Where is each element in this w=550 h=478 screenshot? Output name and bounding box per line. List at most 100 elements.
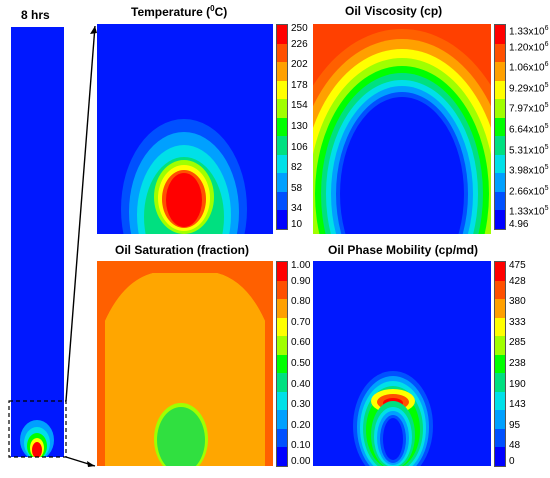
colorbar-swatch <box>277 391 287 411</box>
colorbar-tick-label: 0.50 <box>291 358 311 369</box>
colorbar-tick-label: 0.40 <box>291 378 311 390</box>
colorbar-swatch <box>277 373 287 392</box>
colorbar-tick-label: 0.30 <box>291 399 311 411</box>
colorbar-tick-label: 154 <box>291 100 308 112</box>
colorbar-tick-label: 0 <box>509 456 515 467</box>
temperature-colorbar <box>276 24 288 230</box>
colorbar-swatch <box>277 43 287 63</box>
colorbar-swatch <box>277 336 287 355</box>
colorbar-swatch <box>495 262 505 281</box>
colorbar-tick-label: 0.20 <box>291 419 311 431</box>
colorbar-tick-label: 475 <box>509 260 526 271</box>
viscosity-contours <box>313 29 491 234</box>
colorbar-swatch <box>495 173 505 192</box>
temperature-map <box>97 24 273 234</box>
zoom-line-bottom <box>65 456 96 467</box>
colorbar-swatch <box>277 299 287 318</box>
zoom-line-top <box>65 25 96 402</box>
colorbar-tick-label: 1.33x105 <box>509 205 549 218</box>
colorbar-tick-label: 0.90 <box>291 275 311 287</box>
colorbar-swatch <box>495 99 505 118</box>
colorbar-swatch <box>277 173 287 192</box>
colorbar-swatch <box>277 428 287 448</box>
colorbar-tick-label: 178 <box>291 79 308 91</box>
colorbar-swatch <box>495 391 505 411</box>
time-label: 8 hrs <box>21 8 50 22</box>
colorbar-swatch <box>277 99 287 118</box>
colorbar-tick-label: 143 <box>509 399 526 411</box>
colorbar-tick-label: 226 <box>291 38 308 50</box>
viscosity-map <box>313 24 491 234</box>
colorbar-swatch <box>495 136 505 155</box>
colorbar-tick-label: 250 <box>291 23 308 34</box>
colorbar-tick-label: 9.29x105 <box>509 81 549 95</box>
colorbar-swatch <box>495 117 505 137</box>
colorbar-swatch <box>277 136 287 155</box>
colorbar-swatch <box>495 280 505 300</box>
colorbar-swatch <box>495 25 505 44</box>
colorbar-swatch <box>277 191 287 211</box>
colorbar-tick-label: 82 <box>291 162 303 174</box>
colorbar-swatch <box>277 262 287 281</box>
colorbar-swatch <box>495 317 505 337</box>
mobility-contours <box>353 371 433 466</box>
colorbar-tick-label: 3.98x105 <box>509 164 549 177</box>
colorbar-swatch <box>277 280 287 300</box>
colorbar-swatch <box>495 154 505 174</box>
colorbar-swatch <box>495 191 505 211</box>
colorbar-swatch <box>277 80 287 100</box>
colorbar-swatch <box>495 428 505 448</box>
colorbar-tick-label: 95 <box>509 419 521 431</box>
colorbar-tick-label: 130 <box>291 121 308 132</box>
colorbar-tick-label: 0.70 <box>291 316 311 328</box>
colorbar-tick-label: 58 <box>291 182 303 194</box>
colorbar-tick-label: 0.00 <box>291 456 311 467</box>
full-domain-panel <box>11 27 64 457</box>
colorbar-swatch <box>277 354 287 374</box>
colorbar-tick-label: 333 <box>509 316 526 328</box>
colorbar-tick-label: 10 <box>291 219 303 230</box>
colorbar-swatch <box>495 210 505 229</box>
colorbar-tick-label: 1.06x106 <box>509 61 549 74</box>
colorbar-tick-label: 5.31x105 <box>509 143 549 156</box>
colorbar-swatch <box>277 117 287 137</box>
colorbar-swatch <box>277 154 287 174</box>
colorbar-tick-label: 202 <box>291 59 308 71</box>
viscosity-colorbar <box>494 24 506 230</box>
colorbar-tick-label: 7.97x105 <box>509 102 549 115</box>
colorbar-tick-label: 2.66x105 <box>509 184 549 198</box>
colorbar-tick-label: 1.20x106 <box>509 40 549 53</box>
colorbar-tick-label: 0.10 <box>291 440 311 452</box>
mobility-colorbar <box>494 261 506 467</box>
colorbar-swatch <box>495 43 505 63</box>
colorbar-swatch <box>495 447 505 466</box>
colorbar-tick-label: 1.00 <box>291 260 311 271</box>
viscosity-title: Oil Viscosity (cp) <box>345 4 443 18</box>
colorbar-swatch <box>277 62 287 81</box>
colorbar-swatch <box>495 373 505 392</box>
temperature-contours <box>121 119 247 234</box>
colorbar-tick-label: 4.96 <box>509 219 529 230</box>
full-domain-plume <box>20 420 54 457</box>
saturation-colorbar <box>276 261 288 467</box>
colorbar-tick-label: 6.64x105 <box>509 123 549 136</box>
colorbar-swatch <box>277 210 287 229</box>
colorbar-tick-label: 428 <box>509 275 526 287</box>
colorbar-swatch <box>495 410 505 429</box>
colorbar-tick-label: 0.60 <box>291 337 311 349</box>
colorbar-tick-label: 106 <box>291 141 308 153</box>
colorbar-tick-label: 48 <box>509 440 521 452</box>
saturation-title: Oil Saturation (fraction) <box>115 243 250 257</box>
colorbar-tick-label: 1.33x106 <box>509 25 549 38</box>
colorbar-tick-label: 380 <box>509 296 526 308</box>
colorbar-tick-label: 285 <box>509 337 526 349</box>
mobility-map <box>313 261 491 466</box>
colorbar-swatch <box>495 299 505 318</box>
temperature-title: Temperature (0C) <box>131 4 228 19</box>
colorbar-swatch <box>495 336 505 355</box>
colorbar-swatch <box>277 317 287 337</box>
mobility-title: Oil Phase Mobility (cp/md) <box>328 243 479 257</box>
saturation-map <box>97 261 273 466</box>
colorbar-tick-label: 238 <box>509 358 526 369</box>
colorbar-swatch <box>277 25 287 44</box>
